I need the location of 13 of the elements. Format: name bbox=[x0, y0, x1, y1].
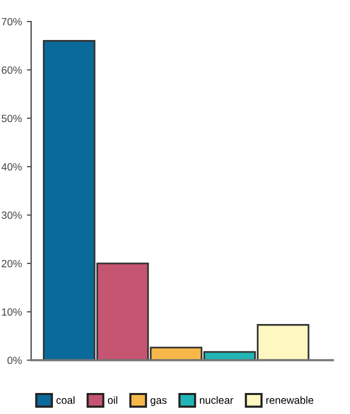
y-tick-label: 0% bbox=[7, 356, 22, 364]
y-tick-label: 40% bbox=[2, 163, 22, 171]
legend-label: renewable bbox=[266, 396, 314, 404]
y-tick-label: 30% bbox=[2, 212, 22, 219]
y-tick-label: 10% bbox=[2, 308, 22, 316]
legend-label: oil bbox=[108, 396, 118, 404]
legend-label: nuclear bbox=[200, 396, 234, 404]
y-tick-label: 20% bbox=[2, 260, 22, 268]
legend-label: coal bbox=[56, 396, 74, 404]
y-tick-label: 60% bbox=[2, 66, 22, 74]
legend-label: gas bbox=[150, 398, 167, 406]
y-tick-label: 70% bbox=[2, 18, 22, 26]
y-tick-label: 50% bbox=[2, 114, 22, 122]
